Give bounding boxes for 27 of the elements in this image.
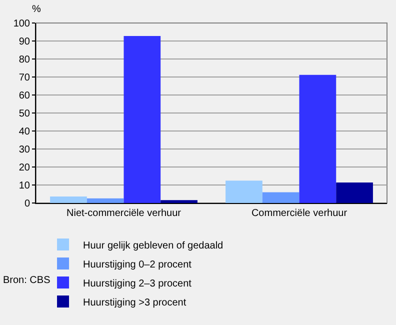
y-tick-label: 60 xyxy=(18,90,30,102)
y-tick-label: 80 xyxy=(18,54,30,66)
y-tick-label: 70 xyxy=(18,72,30,84)
legend-label: Huurstijging 2–3 procent xyxy=(83,278,192,290)
y-tick-label: 20 xyxy=(18,162,30,174)
bar xyxy=(299,74,336,203)
legend-label: Huurstijging 0–2 procent xyxy=(83,259,192,270)
bar xyxy=(160,200,198,203)
y-tick-label: 30 xyxy=(18,144,30,156)
bar xyxy=(50,196,87,203)
y-tick-label: 50 xyxy=(18,108,30,120)
bar xyxy=(86,198,124,203)
y-tick-label: 10 xyxy=(18,180,30,192)
x-tick-label: Commerciële verhuur xyxy=(251,208,348,219)
bar xyxy=(226,180,262,203)
bar xyxy=(262,192,300,203)
bar xyxy=(124,36,161,203)
y-tick-label: 40 xyxy=(18,126,30,138)
y-tick-label: 100 xyxy=(13,18,30,30)
bar xyxy=(336,182,373,203)
y-tick-label: 90 xyxy=(18,36,30,48)
text: Bron: CBS xyxy=(3,275,51,286)
x-tick-label: Niet-commerciële verhuur xyxy=(66,208,182,219)
legend-label: Huurstijging >3 procent xyxy=(83,297,186,308)
y-axis-title: % xyxy=(32,4,41,15)
legend-label: Huur gelijk gebleven of gedaald xyxy=(83,240,224,252)
y-tick-label: 0 xyxy=(24,198,30,210)
